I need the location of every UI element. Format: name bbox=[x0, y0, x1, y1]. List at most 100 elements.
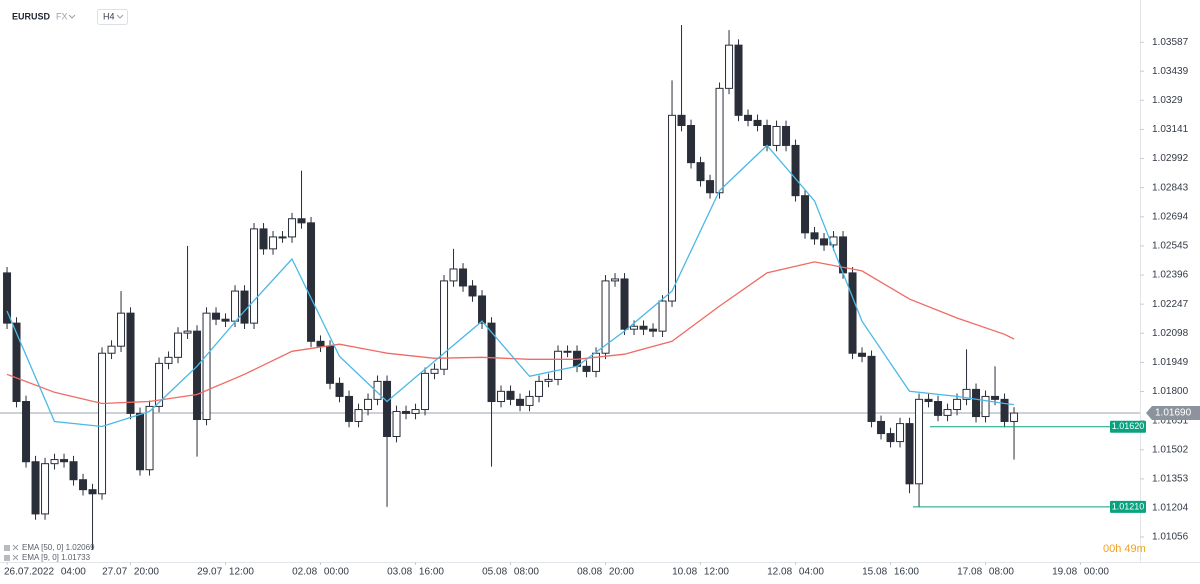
candle-body bbox=[402, 410, 411, 414]
candle-body bbox=[136, 412, 145, 471]
candle-body bbox=[601, 280, 610, 354]
y-tick-label: 1.01204 bbox=[1152, 503, 1189, 514]
candle-body bbox=[183, 330, 192, 334]
candle-body bbox=[924, 398, 933, 403]
candle-body bbox=[896, 423, 905, 443]
y-tick-label: 1.01056 bbox=[1152, 532, 1189, 543]
legend-entry: EMA [50, 0] 1.02069 bbox=[22, 543, 95, 552]
candle-body bbox=[421, 372, 430, 411]
y-tick-label: 1.03439 bbox=[1152, 66, 1189, 77]
x-tick-label: 27.07 20:00 bbox=[102, 567, 159, 578]
plot-area bbox=[0, 25, 1140, 550]
candle-body bbox=[231, 290, 240, 322]
x-tick-label: 15.08 16:00 bbox=[862, 567, 919, 578]
candle-body bbox=[563, 350, 572, 353]
ema-line bbox=[6, 144, 1015, 428]
timeframe-dropdown-icon[interactable] bbox=[116, 14, 124, 19]
candle-body bbox=[801, 195, 810, 234]
candle-body bbox=[772, 125, 781, 146]
candle-body bbox=[1000, 398, 1009, 422]
candle-body bbox=[525, 395, 534, 406]
candle-body bbox=[981, 395, 990, 418]
candle-body bbox=[60, 459, 69, 463]
candle-body bbox=[316, 340, 325, 347]
candle-body bbox=[50, 459, 59, 465]
price-line-label-box bbox=[1110, 420, 1146, 433]
y-tick-label: 1.02396 bbox=[1152, 270, 1189, 281]
candle-body bbox=[535, 380, 544, 397]
candle-body bbox=[269, 236, 278, 250]
legend-close-icon[interactable] bbox=[12, 544, 19, 551]
candle-body bbox=[250, 228, 259, 324]
candle-body bbox=[620, 278, 629, 330]
candle-body bbox=[886, 433, 895, 443]
candle-body bbox=[326, 345, 335, 384]
candle-body bbox=[221, 318, 230, 322]
candle-body bbox=[383, 380, 392, 438]
x-tick-label: 02.08 00:00 bbox=[292, 567, 349, 578]
candle-body bbox=[953, 398, 962, 411]
y-tick-label: 1.02545 bbox=[1152, 241, 1189, 252]
candle-body bbox=[202, 312, 211, 420]
candle-body bbox=[240, 290, 249, 324]
candle-body bbox=[155, 362, 164, 407]
price-line-label: 1.01620 bbox=[1112, 421, 1145, 431]
x-tick-label: 05.08 08:00 bbox=[482, 567, 539, 578]
candle-body bbox=[848, 272, 857, 354]
y-tick-label: 1.01353 bbox=[1152, 474, 1189, 485]
candle-body bbox=[696, 162, 705, 182]
candle-body bbox=[630, 325, 639, 330]
current-price-label: 1.01690 bbox=[1155, 408, 1192, 419]
candle-body bbox=[991, 395, 1000, 400]
candle-body bbox=[658, 300, 667, 332]
candle-body bbox=[98, 352, 107, 495]
header: EURUSD FX H4 bbox=[12, 9, 128, 25]
y-tick-label: 1.0329 bbox=[1152, 95, 1183, 106]
candle-body bbox=[278, 236, 287, 239]
candle-body bbox=[411, 409, 420, 414]
y-tick-label: 1.01502 bbox=[1152, 444, 1189, 455]
candle-body bbox=[934, 401, 943, 416]
candle-body bbox=[592, 352, 601, 372]
candle-body bbox=[193, 330, 202, 420]
candle-body bbox=[791, 144, 800, 197]
market-dropdown-icon[interactable] bbox=[68, 14, 76, 19]
candle-body bbox=[174, 332, 183, 358]
candle-body bbox=[440, 280, 449, 370]
candle-body bbox=[544, 378, 553, 382]
candle-body bbox=[858, 352, 867, 357]
candle-body bbox=[117, 312, 126, 347]
timeframe[interactable]: H4 bbox=[103, 11, 115, 21]
candle-body bbox=[31, 461, 40, 515]
candle-body bbox=[22, 401, 31, 463]
candle-body bbox=[972, 388, 981, 418]
candle-body bbox=[715, 87, 724, 194]
legend-icon bbox=[4, 555, 10, 561]
candle-body bbox=[554, 350, 563, 380]
candle-body bbox=[877, 420, 886, 435]
candle-body bbox=[345, 395, 354, 422]
candle-body bbox=[744, 114, 753, 121]
candle-body bbox=[145, 405, 154, 471]
timeframe-button[interactable] bbox=[97, 9, 128, 25]
y-tick-label: 1.02843 bbox=[1152, 182, 1189, 193]
candle-body bbox=[820, 238, 829, 246]
candle-body bbox=[107, 345, 116, 354]
candle-body bbox=[41, 463, 50, 515]
candle-body bbox=[3, 272, 12, 324]
candle-body bbox=[164, 356, 173, 364]
candle-body bbox=[468, 285, 477, 297]
candle-body bbox=[753, 119, 762, 126]
y-tick-label: 1.01651 bbox=[1152, 415, 1189, 426]
candle-body bbox=[706, 180, 715, 194]
candle-body bbox=[668, 114, 677, 302]
symbol[interactable]: EURUSD bbox=[12, 11, 51, 21]
candle-body bbox=[288, 218, 297, 238]
candle-body bbox=[943, 409, 952, 416]
candle-body bbox=[1010, 412, 1019, 422]
candle-body bbox=[12, 322, 21, 403]
legend-close-icon[interactable] bbox=[12, 554, 19, 561]
x-tick-label: 26.07.2022 04:00 bbox=[4, 567, 86, 578]
